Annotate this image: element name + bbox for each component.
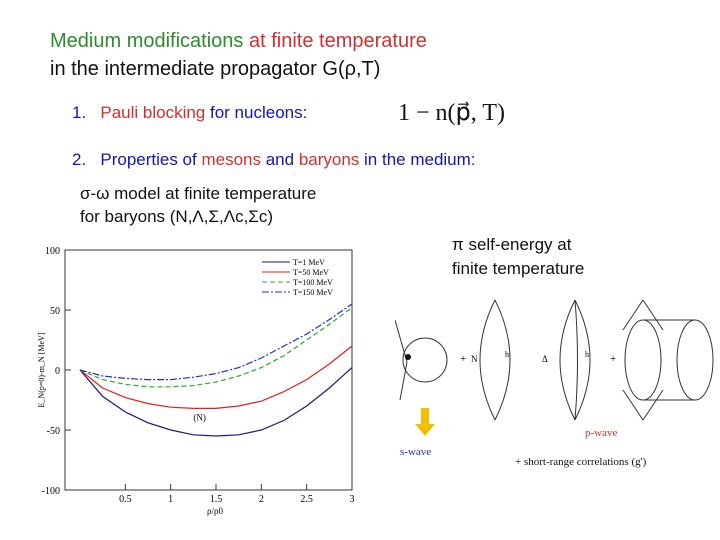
x-tick-label: 1 (168, 494, 173, 505)
item-number: 1. (72, 103, 87, 122)
item-text: and (261, 150, 299, 169)
pion-line2: finite temperature (452, 259, 585, 278)
y-tick-label: -100 (42, 486, 60, 497)
title-line2: in the intermediate propagator G(ρ,T) (50, 58, 381, 80)
item-number: 2. (72, 150, 87, 169)
pion-line1: π self-energy at (452, 235, 572, 254)
x-tick-label: 3 (350, 494, 355, 505)
diagram: + N h Δ h + s-wave p-wave + short-range … (395, 299, 714, 468)
legend-label: T=100 MeV (293, 278, 333, 287)
annotation: (N) (193, 412, 206, 422)
diagram-label: Δ (542, 354, 548, 364)
data-line (79, 345, 353, 409)
data-line (79, 367, 353, 437)
model-line2: for baryons (N,Λ,Σ,Λc,Σc) (80, 207, 273, 226)
diagram-label: h (585, 350, 589, 359)
s-wave: s-wave (400, 446, 431, 458)
title-part1: Medium modifications (50, 30, 244, 52)
data-line (79, 307, 353, 388)
y-axis-label: E_N(p=0)-m_N [MeV] (37, 332, 46, 407)
formula: 1 − n(p⃗, T) (398, 100, 505, 126)
y-tick-label: 50 (50, 306, 60, 317)
item-1: 1. Pauli blocking for nucleons: (72, 103, 307, 123)
model-line1: σ-ω model at finite temperature (80, 184, 317, 203)
item-text: for nucleons: (205, 103, 308, 122)
plot: -100 -50 0 50 100 0.5 1 1.5 2 2.5 3 ρ/ρ0 E_N(p=0)-m_… (37, 246, 355, 516)
correlations: + short-range correlations (g') (515, 456, 647, 468)
item-text: mesons (201, 150, 261, 169)
diagram-label: N (471, 354, 478, 364)
legend-label: T=1 MeV (293, 258, 325, 267)
item-text: in the medium: (359, 150, 476, 169)
plus: + (460, 353, 466, 365)
diagram-label: h (505, 350, 509, 359)
highlight: Pauli blocking (100, 103, 206, 122)
x-tick-label: 2 (259, 494, 264, 505)
item-text: baryons (298, 150, 360, 169)
x-tick-label: 1.5 (210, 494, 223, 505)
legend-label: T=150 MeV (293, 288, 333, 297)
plus: + (610, 353, 616, 365)
y-tick-label: 100 (45, 246, 60, 257)
y-tick-label: -50 (47, 426, 60, 437)
x-tick-label: 0.5 (119, 494, 132, 505)
x-axis-label: ρ/ρ0 (207, 506, 223, 516)
title-line1: Medium modifications at finite temperatu… (50, 30, 427, 53)
item-2: 2. Properties of mesons and baryons in t… (72, 150, 476, 170)
title-part2: at finite temperature (243, 30, 427, 52)
y-tick-label: 0 (55, 366, 60, 377)
data-line (79, 303, 353, 381)
item-text: Properties of (100, 150, 202, 169)
x-tick-label: 2.5 (300, 494, 313, 505)
p-wave: p-wave (585, 427, 617, 439)
legend-label: T=50 MeV (293, 268, 329, 277)
